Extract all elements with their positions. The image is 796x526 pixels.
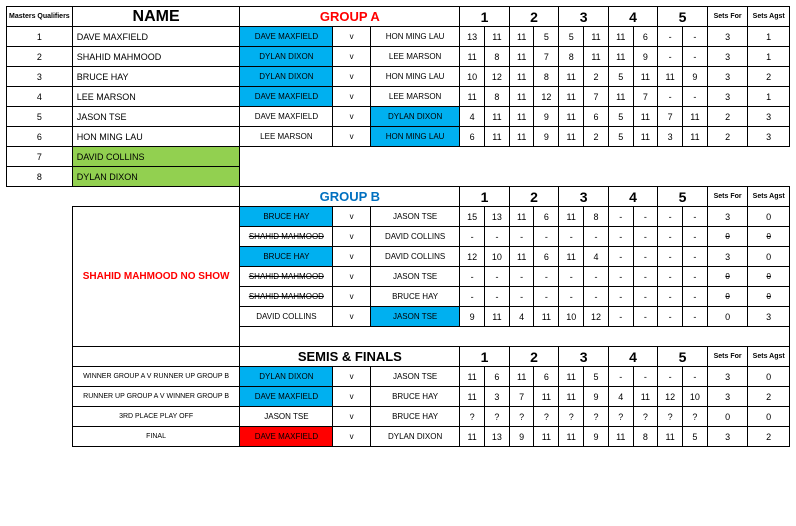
semis-header: SEMIS & FINALS [240, 347, 460, 367]
qualifier-7: DAVID COLLINS [72, 147, 240, 167]
noshow-label: SHAHID MAHMOOD NO SHOW [72, 207, 240, 347]
set-5-header: 5 [658, 7, 708, 27]
qualifier-2: SHAHID MAHMOOD [72, 47, 240, 67]
semis-label: 3RD PLACE PLAY OFF [72, 407, 240, 427]
semis-label: FINAL [72, 427, 240, 447]
masters-qualifiers-header: Masters Qualifiers [7, 7, 73, 27]
qualifier-8: DYLAN DIXON [72, 167, 240, 187]
qualifier-1: DAVE MAXFIELD [72, 27, 240, 47]
qualifier-6: HON MING LAU [72, 127, 240, 147]
set-1-header: 1 [460, 7, 510, 27]
semis-label: WINNER GROUP A V RUNNER UP GROUP B [72, 367, 240, 387]
set-3-header: 3 [559, 7, 609, 27]
group-a-header: GROUP A [240, 7, 460, 27]
set-4-header: 4 [608, 7, 657, 27]
set-2-header: 2 [509, 7, 558, 27]
qualifier-5: JASON TSE [72, 107, 240, 127]
group-b-header: GROUP B [240, 187, 460, 207]
name-header: NAME [72, 7, 240, 27]
semis-label: RUNNER UP GROUP A V WINNER GROUP B [72, 387, 240, 407]
qualifier-3: BRUCE HAY [72, 67, 240, 87]
qualifier-4: LEE MARSON [72, 87, 240, 107]
sets-agst-header: Sets Agst [748, 7, 790, 27]
sets-for-header: Sets For [707, 7, 748, 27]
